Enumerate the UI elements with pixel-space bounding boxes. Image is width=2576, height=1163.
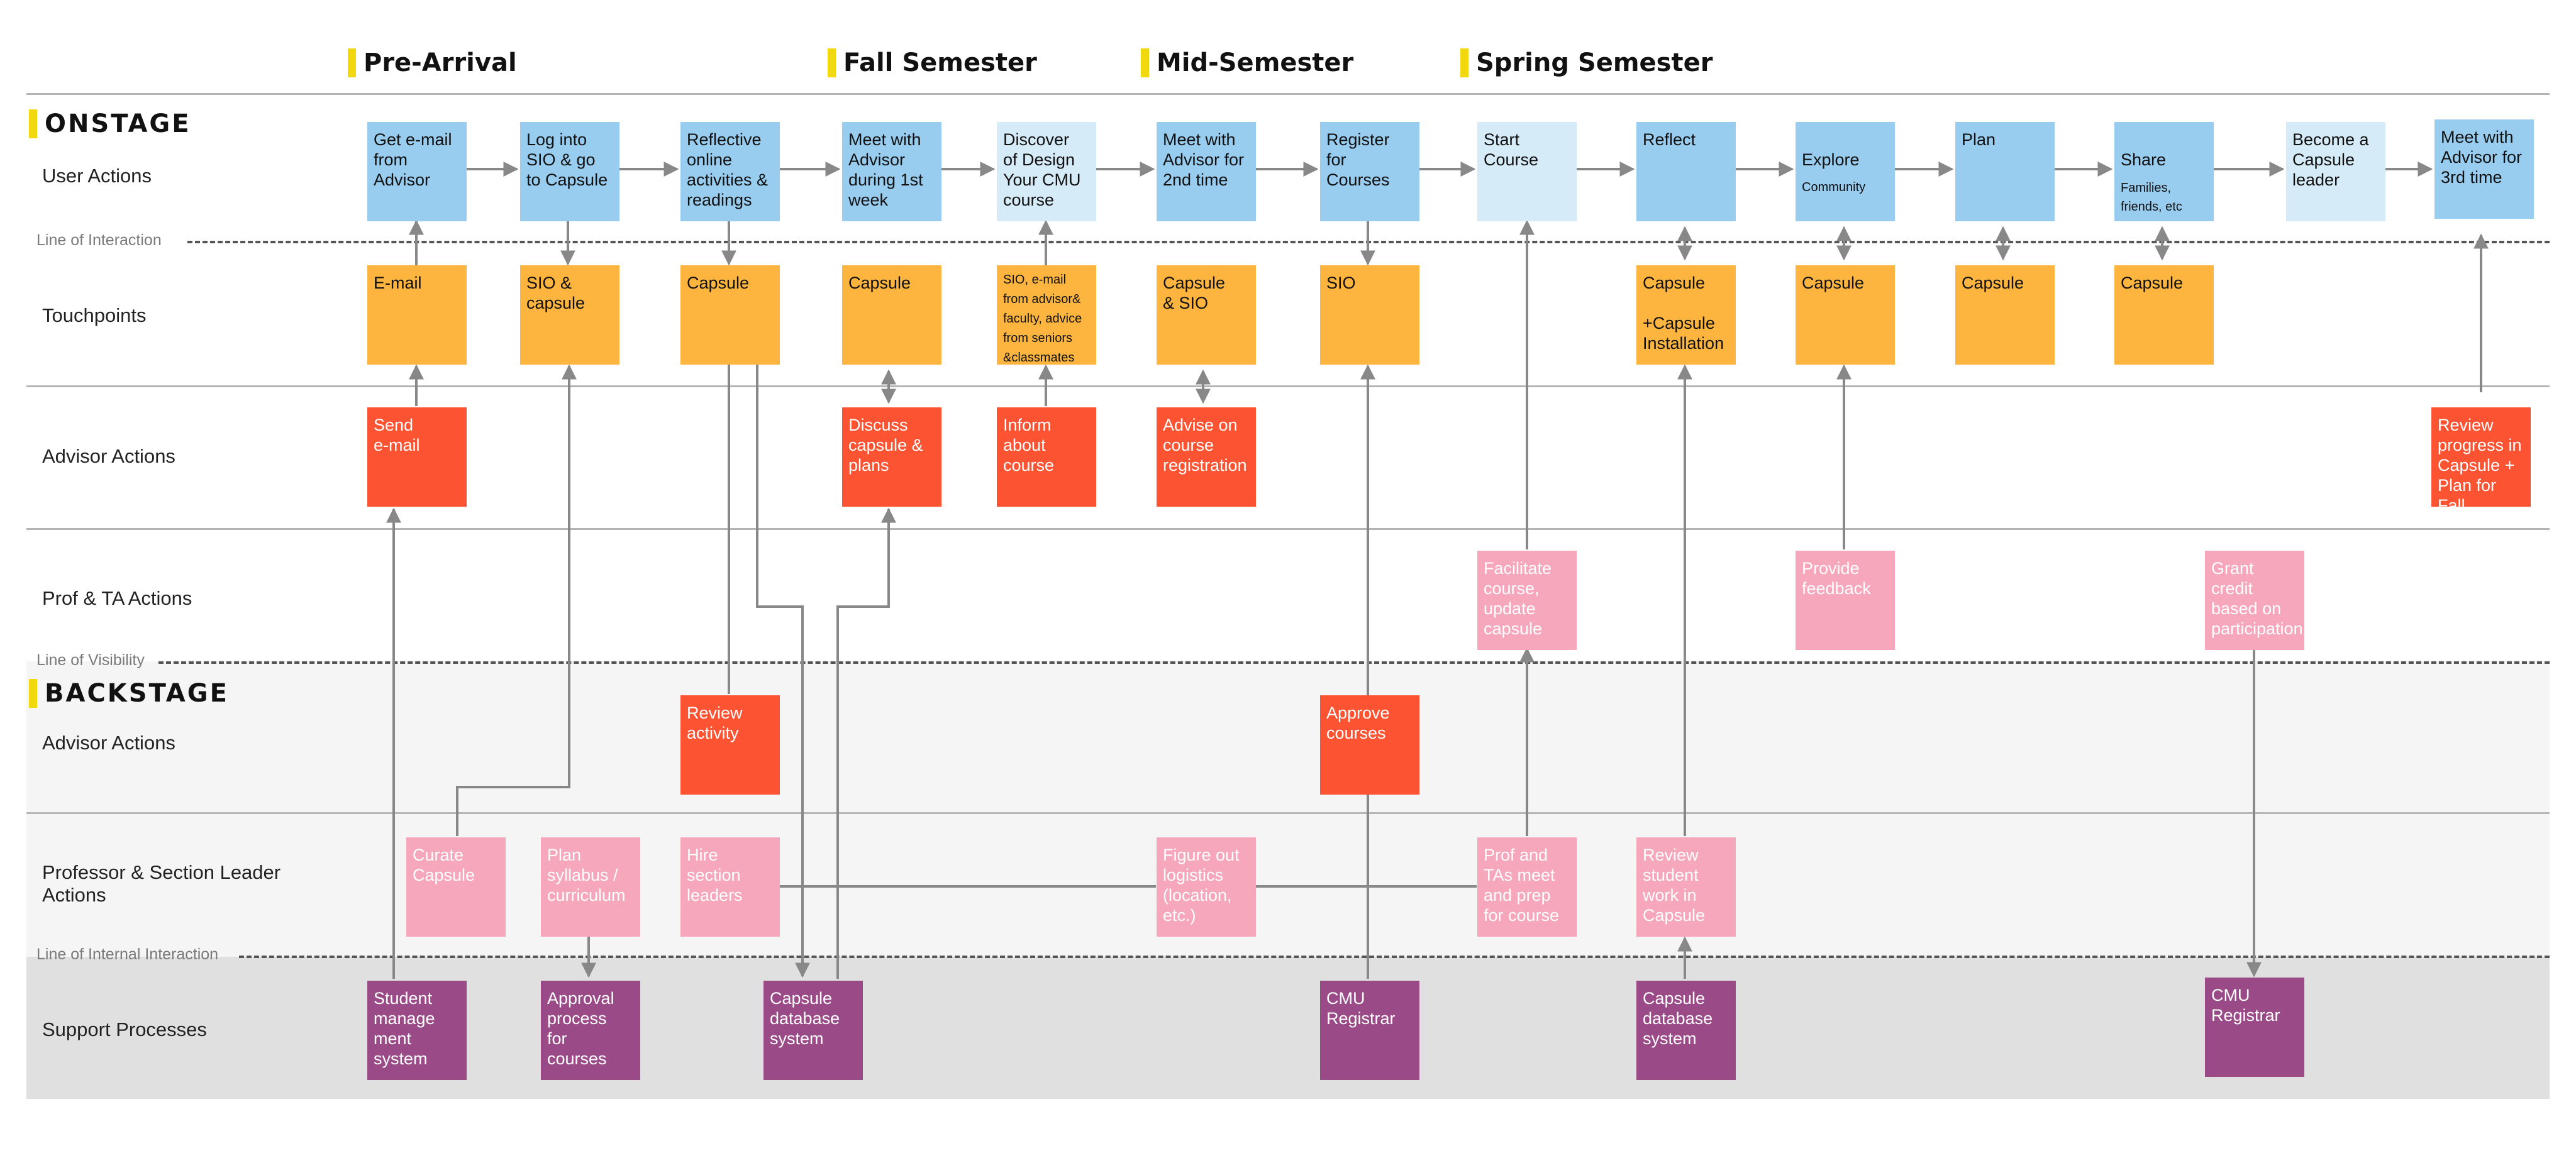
row-label-advisor-actions: Advisor Actions (42, 445, 175, 467)
touchpoint-sio: SIO (1320, 265, 1419, 365)
user-action-start-course: Start Course (1477, 122, 1577, 221)
touchpoint-capsule-sio: Capsule & SIO (1157, 265, 1256, 365)
user-action-share: Share Families, friends, etc (2114, 122, 2214, 221)
line-label-visibility: Line of Visibility (36, 651, 145, 669)
user-action-log-into-sio: Log into SIO & go to Capsule (520, 122, 619, 221)
prof-section-hire-leaders: Hire section leaders (680, 837, 780, 937)
touchpoint-capsule: Capsule (1796, 265, 1895, 365)
row-label-user-actions: User Actions (42, 165, 152, 187)
phase-marker (1460, 48, 1468, 77)
support-approval-process: Approval process for courses (541, 981, 640, 1080)
phase-spring-semester: Spring Semester (1460, 45, 1713, 80)
advisor-action-discuss-capsule: Discuss capsule & plans (842, 407, 941, 507)
section-label: BACKSTAGE (45, 679, 229, 708)
touchpoint-email: E-mail (367, 265, 467, 365)
support-cmu-registrar: CMU Registrar (2205, 978, 2304, 1077)
phase-label: Mid-Semester (1157, 48, 1354, 77)
touchpoint-capsule-installation: Capsule +Capsule Installation (1636, 265, 1736, 365)
support-capsule-database: Capsule database system (1636, 981, 1736, 1080)
phase-pre-arrival: Pre-Arrival (348, 45, 517, 80)
link (836, 507, 896, 979)
prof-action-provide-feedback: Provide feedback (1796, 551, 1895, 650)
phase-marker (828, 48, 836, 77)
touchpoint-capsule: Capsule (842, 265, 941, 365)
advisor-action-inform-course: Inform about course (997, 407, 1096, 507)
phase-label: Pre-Arrival (364, 48, 517, 77)
prof-action-grant-credit: Grant credit based on participation (2205, 551, 2304, 650)
backstage-band (26, 661, 2550, 812)
user-action-reflective-activities: Reflective online activities & readings (680, 122, 780, 221)
support-cmu-registrar: CMU Registrar (1320, 981, 1419, 1080)
phase-mid-semester: Mid-Semester (1141, 45, 1353, 80)
line-of-internal-interaction (239, 956, 2550, 958)
line-label-internal: Line of Internal Interaction (36, 945, 219, 963)
prof-section-curate-capsule: Curate Capsule (406, 837, 506, 937)
prof-action-facilitate-course: Facilitate course, update capsule (1477, 551, 1577, 650)
touchpoint-sio-capsule: SIO & capsule (520, 265, 619, 365)
prof-section-figure-logistics: Figure out logistics (location, etc.) (1157, 837, 1256, 937)
touchpoint-sio-email-advice: SIO, e-mail from advisor& faculty, advic… (997, 265, 1096, 365)
user-action-get-email: Get e-mail from Advisor (367, 122, 467, 221)
line-of-visibility (158, 661, 2550, 664)
advisor-action-send-email: Send e-mail (367, 407, 467, 507)
user-action-explore-label: Explore (1802, 150, 1860, 169)
user-action-meet-advisor-2nd: Meet with Advisor for 2nd time (1157, 122, 1256, 221)
section-label: ONSTAGE (45, 109, 191, 138)
link (756, 365, 810, 978)
user-action-plan: Plan (1955, 122, 2055, 221)
row-label-support-processes: Support Processes (42, 1018, 207, 1040)
phase-marker (348, 48, 356, 77)
advisor-action-advise-registration: Advise on course registration (1157, 407, 1256, 507)
section-onstage: ONSTAGE (29, 108, 191, 140)
section-marker (29, 679, 37, 708)
phase-label: Spring Semester (1476, 48, 1713, 77)
user-action-share-subtext: Families, friends, etc (2121, 181, 2182, 214)
user-action-share-label: Share (2121, 150, 2167, 169)
line-label-interaction: Line of Interaction (36, 231, 162, 249)
row-label-touchpoints: Touchpoints (42, 304, 147, 326)
prof-section-plan-syllabus: Plan syllabus / curriculum (541, 837, 640, 937)
header-divider (26, 93, 2550, 95)
support-student-management: Student manage ment system (367, 981, 467, 1080)
user-action-meet-advisor-3rd: Meet with Advisor for 3rd time (2434, 119, 2534, 219)
support-capsule-database: Capsule database system (763, 981, 863, 1080)
phase-fall-semester: Fall Semester (828, 45, 1037, 80)
user-action-explore-subtext: Community (1802, 180, 1866, 194)
touchpoint-capsule: Capsule (1955, 265, 2055, 365)
user-action-explore: Explore Community (1796, 122, 1895, 221)
advisor-action-review-progress: Review progress in Capsule + Plan for Fa… (2431, 407, 2531, 507)
section-marker (29, 109, 37, 138)
prof-section-meet-prep: Prof and TAs meet and prep for course (1477, 837, 1577, 937)
user-action-become-leader: Become a Capsule leader (2286, 122, 2385, 221)
backstage-advisor-review-activity: Review activity (680, 695, 780, 795)
phase-label: Fall Semester (843, 48, 1037, 77)
user-action-discover-course: Discover of Design Your CMU course (997, 122, 1096, 221)
row-label-prof-section-leader-actions: Professor & Section Leader Actions (42, 861, 281, 906)
link (456, 364, 577, 836)
row-divider-touchpoints (26, 385, 2550, 387)
user-action-reflect: Reflect (1636, 122, 1736, 221)
row-divider-advisor (26, 528, 2550, 530)
backstage-advisor-approve-courses: Approve courses (1320, 695, 1419, 795)
phase-marker (1141, 48, 1149, 77)
row-label-backstage-advisor-actions: Advisor Actions (42, 732, 175, 754)
prof-section-review-work: Review student work in Capsule (1636, 837, 1736, 937)
touchpoint-capsule: Capsule (2114, 265, 2214, 365)
touchpoint-capsule: Capsule (680, 265, 780, 365)
user-action-meet-advisor-1st: Meet with Advisor during 1st week (842, 122, 941, 221)
row-label-prof-ta-actions: Prof & TA Actions (42, 587, 192, 609)
section-backstage: BACKSTAGE (29, 678, 229, 709)
row-divider-backstage-advisor (26, 812, 2550, 814)
user-action-register-courses: Register for Courses (1320, 122, 1419, 221)
